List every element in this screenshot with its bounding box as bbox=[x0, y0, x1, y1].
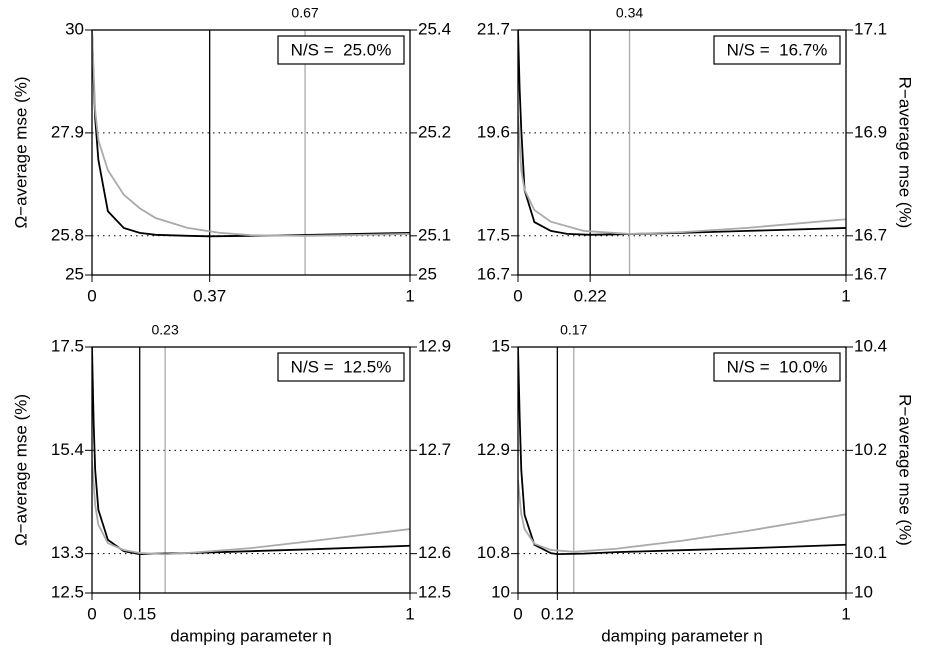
y-axis-label: Ω−average mse (%) bbox=[11, 76, 30, 228]
argmin-label: 0.67 bbox=[291, 5, 318, 21]
x-tick-label: 0.15 bbox=[123, 604, 156, 623]
y-tick-label: 13.3 bbox=[51, 543, 84, 562]
series-line bbox=[518, 347, 846, 556]
panel: 25 25.8 27.9 30 25 25.1 25.2 25.4 0 0.37 1 0.67 N/S … bbox=[11, 5, 451, 306]
y2-tick-label: 17.1 bbox=[854, 19, 887, 38]
panel: 10 10.8 12.9 15 10 10.1 10.2 10.4 0 0.12 1 0.17 N/S … bbox=[477, 322, 915, 646]
x-tick-label: 0.22 bbox=[574, 286, 607, 305]
x-tick-label: 0 bbox=[87, 286, 96, 305]
y-tick-label: 15.4 bbox=[51, 440, 84, 459]
series-line bbox=[92, 460, 410, 556]
y-tick-label: 21.7 bbox=[477, 19, 510, 38]
y2-tick-label: 16.7 bbox=[854, 264, 887, 283]
series-line bbox=[518, 115, 846, 235]
y2-tick-label: 16.9 bbox=[854, 122, 887, 141]
y-tick-label: 19.6 bbox=[477, 122, 510, 141]
y2-tick-label: 25 bbox=[418, 264, 437, 283]
x-axis-label: damping parameter η bbox=[601, 626, 763, 645]
argmin-label: 0.17 bbox=[560, 322, 587, 338]
annotation-box bbox=[713, 352, 841, 382]
y-tick-label: 17.5 bbox=[477, 225, 510, 244]
y2-tick-label: 25.1 bbox=[418, 225, 451, 244]
panel: 16.7 17.5 19.6 21.7 16.7 16.7 16.9 17.1 0 0.22 1 0.… bbox=[477, 5, 915, 306]
x-tick-label: 1 bbox=[405, 286, 414, 305]
y2-tick-label: 12.5 bbox=[418, 582, 451, 601]
y-tick-label: 25.8 bbox=[51, 225, 84, 244]
y2-tick-label: 25.4 bbox=[418, 19, 451, 38]
y-axis-label: Ω−average mse (%) bbox=[11, 394, 30, 546]
plot-frame bbox=[517, 29, 847, 276]
plot-frame bbox=[91, 346, 411, 594]
y2-tick-label: 10.4 bbox=[854, 336, 887, 355]
y-tick-label: 17.5 bbox=[51, 336, 84, 355]
y2-tick-label: 10.2 bbox=[854, 440, 887, 459]
y-tick-label: 16.7 bbox=[477, 264, 510, 283]
y2-tick-label: 12.6 bbox=[418, 543, 451, 562]
x-tick-label: 0.37 bbox=[193, 286, 226, 305]
panel: 12.5 13.3 15.4 17.5 12.5 12.6 12.7 12.9 0 0.15 1 0.… bbox=[11, 322, 451, 646]
y2-axis-label: R−average mse (%) bbox=[896, 77, 915, 229]
x-tick-label: 1 bbox=[841, 286, 850, 305]
annotation-box bbox=[713, 35, 841, 65]
y-tick-label: 15 bbox=[491, 336, 510, 355]
series-line bbox=[518, 479, 846, 553]
x-axis-label: damping parameter η bbox=[170, 626, 332, 645]
x-tick-label: 0 bbox=[87, 604, 96, 623]
y-tick-label: 27.9 bbox=[51, 122, 84, 141]
y2-tick-label: 25.2 bbox=[418, 122, 451, 141]
plot-frame bbox=[91, 29, 411, 276]
y2-tick-label: 10.1 bbox=[854, 543, 887, 562]
y2-tick-label: 12.7 bbox=[418, 440, 451, 459]
y-tick-label: 12.9 bbox=[477, 440, 510, 459]
annotation: N/S = 12.5% bbox=[291, 357, 392, 376]
y-tick-label: 12.5 bbox=[51, 582, 84, 601]
x-tick-label: 1 bbox=[841, 604, 850, 623]
series-line bbox=[92, 347, 410, 556]
y-tick-label: 30 bbox=[65, 19, 84, 38]
y2-tick-label: 16.7 bbox=[854, 225, 887, 244]
annotation: N/S = 10.0% bbox=[727, 357, 828, 376]
argmin-label: 0.23 bbox=[152, 322, 179, 338]
y-tick-label: 10 bbox=[491, 582, 510, 601]
x-tick-label: 1 bbox=[405, 604, 414, 623]
annotation: N/S = 16.7% bbox=[727, 40, 828, 59]
x-tick-label: 0.12 bbox=[541, 604, 574, 623]
y2-tick-label: 10 bbox=[854, 582, 873, 601]
argmin-label: 0.34 bbox=[616, 5, 643, 21]
series-line bbox=[518, 30, 846, 236]
y-tick-label: 10.8 bbox=[477, 543, 510, 562]
y-tick-label: 25 bbox=[65, 264, 84, 283]
annotation-box bbox=[277, 352, 405, 382]
x-tick-label: 0 bbox=[513, 286, 522, 305]
plot-frame bbox=[517, 346, 847, 594]
annotation-box bbox=[277, 35, 405, 65]
annotation: N/S = 25.0% bbox=[291, 40, 392, 59]
series-line bbox=[92, 30, 410, 237]
y2-axis-label: R−average mse (%) bbox=[896, 394, 915, 546]
y2-tick-label: 12.9 bbox=[418, 336, 451, 355]
x-tick-label: 0 bbox=[513, 604, 522, 623]
